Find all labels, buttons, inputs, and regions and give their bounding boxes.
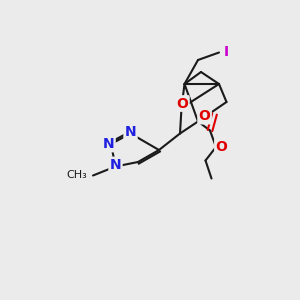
Text: O: O bbox=[176, 97, 188, 110]
Text: O: O bbox=[199, 109, 211, 123]
Text: I: I bbox=[224, 46, 229, 59]
Text: CH₃: CH₃ bbox=[66, 170, 87, 181]
Text: O: O bbox=[215, 140, 227, 154]
Text: N: N bbox=[103, 137, 114, 151]
Text: N: N bbox=[110, 158, 121, 172]
Text: N: N bbox=[125, 125, 136, 139]
